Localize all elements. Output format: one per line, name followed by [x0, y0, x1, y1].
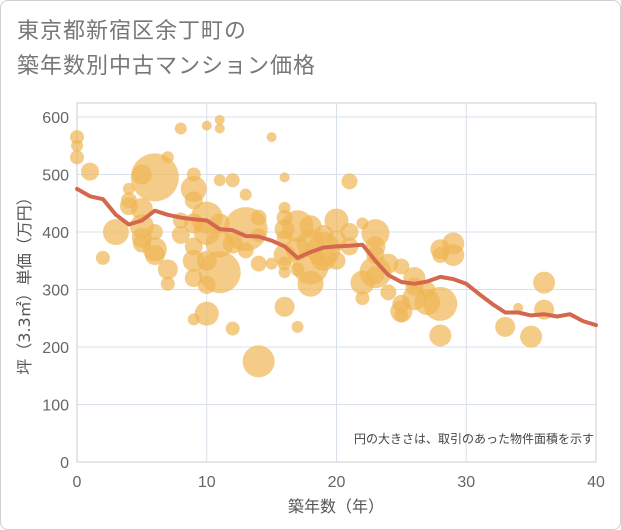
bubble-point — [95, 250, 110, 265]
bubble-point — [122, 182, 135, 195]
bubble-point — [291, 320, 304, 333]
bubble-point — [194, 301, 219, 326]
bubble-point — [225, 321, 240, 336]
bubble-point — [237, 242, 254, 259]
bubble-point — [277, 256, 292, 271]
bubble-point — [442, 244, 465, 266]
bubble-point — [355, 291, 370, 306]
bubble-point — [266, 132, 277, 143]
bubble-point — [513, 302, 524, 313]
y-axis-label: 坪（3.3㎡）単価（万円） — [15, 189, 34, 374]
bubble-point — [327, 251, 346, 270]
bubble-point — [130, 153, 179, 202]
x-tick-label: 40 — [587, 474, 605, 491]
y-tick-label: 600 — [42, 110, 69, 127]
chart-title-line1: 東京都新宿区余丁町の — [17, 19, 248, 44]
bubble-point — [393, 258, 410, 275]
bubble-point — [71, 139, 83, 152]
bubble-point — [423, 286, 458, 321]
bubble-point — [70, 150, 84, 165]
bubble-point — [495, 316, 516, 337]
x-tick-label: 0 — [73, 474, 82, 491]
y-tick-label: 300 — [42, 283, 69, 300]
bubble-point — [340, 223, 359, 241]
y-tick-label: 200 — [42, 340, 69, 357]
bubble-point — [171, 225, 190, 244]
trend-line-group — [75, 186, 598, 328]
bubble-point — [250, 209, 267, 226]
bubble-point — [157, 259, 178, 280]
y-tick-label: 100 — [42, 398, 69, 415]
bubble-point — [201, 120, 212, 131]
bubble-point — [274, 296, 295, 317]
bubble-point — [70, 130, 84, 145]
bubble-point — [198, 251, 241, 294]
bubble-point — [161, 151, 174, 164]
bubble-point — [429, 324, 452, 347]
bubble-point — [144, 245, 165, 265]
bubble-point — [214, 123, 225, 134]
bubble-point — [520, 325, 543, 348]
bubble-point — [213, 174, 226, 187]
bubble-point — [341, 173, 358, 190]
bubble-point — [250, 255, 267, 272]
bubble-point — [80, 162, 99, 181]
chart-title-line2: 築年数別中古マンション価格 — [17, 54, 317, 79]
chart-title: 東京都新宿区余丁町の 築年数別中古マンション価格 — [17, 14, 316, 84]
bubble-point — [265, 257, 278, 270]
bubble-point — [242, 345, 275, 378]
bubble-point — [146, 224, 163, 240]
x-axis-label: 築年数（年） — [288, 497, 384, 516]
y-tick-label: 0 — [60, 455, 69, 472]
size-note: 円の大きさは、取引のあった物件面積を示す — [354, 431, 594, 446]
bubble-point — [297, 270, 324, 297]
bubble-point — [279, 172, 290, 183]
bubble-point — [394, 308, 409, 323]
trend-line — [75, 186, 598, 328]
axis-ticks: 0 100 200 300 400 500 600 0 10 20 30 40 — [42, 110, 605, 491]
y-tick-label: 400 — [42, 225, 69, 242]
x-tick-label: 10 — [198, 474, 216, 491]
bubbles — [70, 114, 556, 378]
bubble-point — [278, 266, 291, 279]
bubble-point — [366, 266, 385, 285]
bubble-point — [102, 219, 129, 245]
bubble-point — [225, 173, 240, 188]
bubble-point — [214, 114, 225, 125]
bubble-point — [380, 284, 397, 301]
y-tick-label: 500 — [42, 168, 69, 185]
bubble-point — [160, 276, 175, 291]
bubble-point — [239, 188, 252, 201]
x-tick-label: 20 — [328, 474, 346, 491]
bubble-point — [174, 122, 187, 135]
x-tick-label: 30 — [457, 474, 475, 491]
bubble-point — [533, 271, 556, 294]
